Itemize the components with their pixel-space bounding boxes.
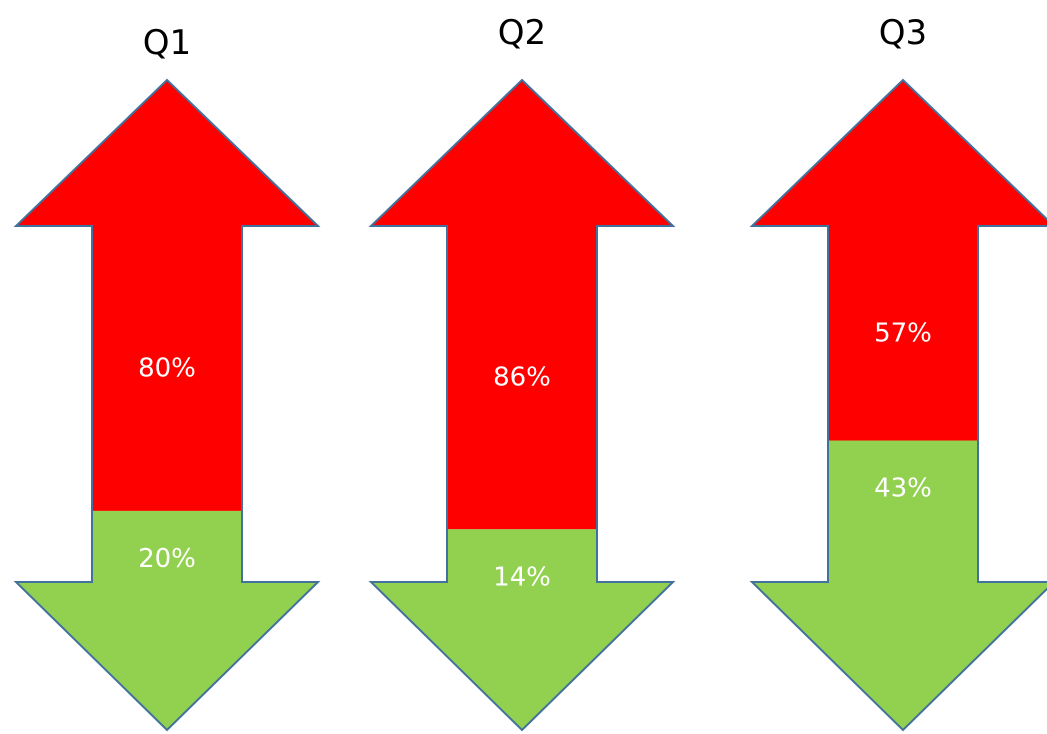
down-fill-q2	[371, 529, 673, 730]
up-fill-q1	[16, 80, 318, 511]
up-fill-q2	[371, 80, 673, 530]
down-value-label-q2: 14%	[493, 562, 551, 592]
category-label-q3: Q3	[879, 13, 927, 53]
down-value-label-q1: 20%	[138, 544, 196, 574]
arrow-outline-q3	[749, 78, 1047, 732]
up-value-label-q2: 86%	[493, 363, 551, 393]
category-label-q1: Q1	[143, 23, 191, 63]
down-value-label-q3: 43%	[874, 474, 932, 504]
up-value-label-q3: 57%	[874, 318, 932, 348]
arrow-group-q3: Q3 57% 43%	[749, 13, 1047, 732]
up-fill-q3	[752, 80, 1047, 441]
category-label-q2: Q2	[498, 13, 546, 53]
up-value-label-q1: 80%	[138, 353, 196, 383]
arrow-group-q1: Q1 80% 20%	[13, 23, 321, 732]
arrow-outline-q2	[368, 78, 676, 732]
arrow-outline-q1	[13, 78, 321, 732]
arrow-group-q2: Q2 86% 14%	[368, 13, 676, 732]
